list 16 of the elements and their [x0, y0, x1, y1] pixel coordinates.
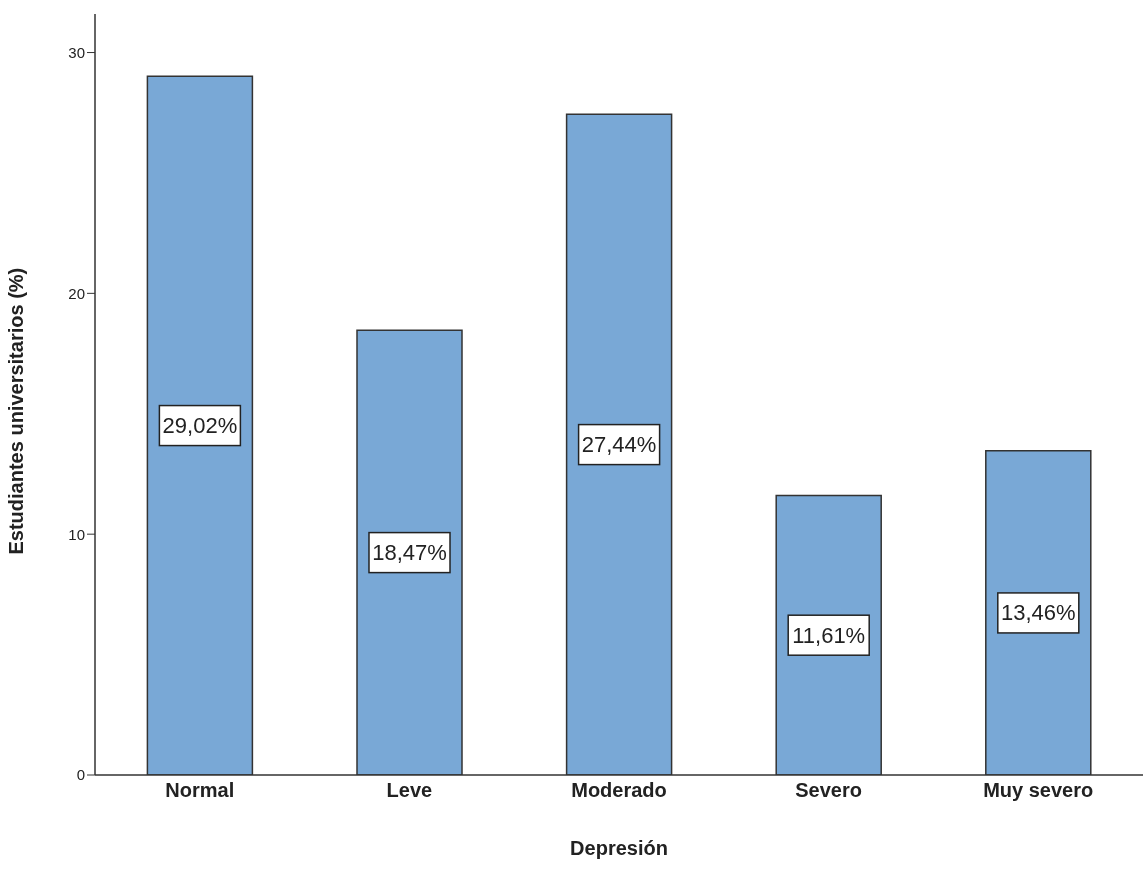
data-label: 29,02%	[162, 413, 238, 439]
x-tick-label: Leve	[386, 779, 433, 802]
y-tick-label: 30	[68, 43, 85, 61]
data-label: 13,46%	[1000, 600, 1076, 626]
x-axis-title: Depresión	[570, 837, 668, 859]
x-tick-label: Severo	[795, 779, 862, 802]
y-axis-title: Estudiantes universitarios (%)	[5, 267, 28, 555]
data-label: 27,44%	[581, 432, 657, 458]
data-label: 11,61%	[792, 622, 866, 648]
x-tick-label: Muy severo	[983, 779, 1094, 802]
y-tick-label: 0	[76, 766, 85, 784]
y-tick-label: 10	[68, 525, 85, 543]
y-tick-label: 20	[68, 284, 85, 302]
x-tick-label: Normal	[165, 779, 235, 802]
x-tick-label: Moderado	[571, 779, 667, 802]
data-label: 18,47%	[372, 540, 447, 566]
